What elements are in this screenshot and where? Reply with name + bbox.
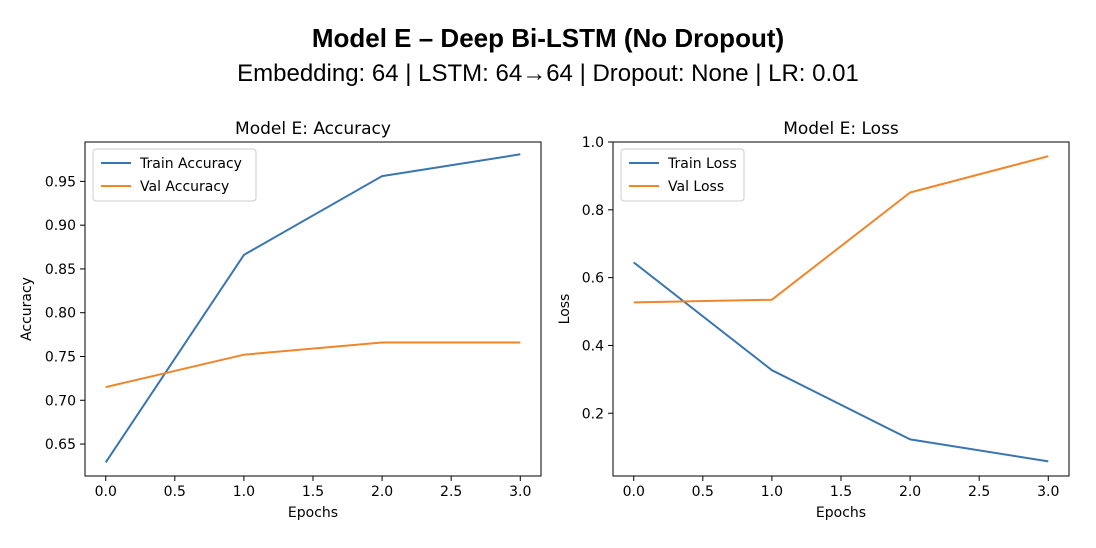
accuracy-series-train-line: [104, 153, 521, 463]
accuracy-x-tick-label: 0.0: [95, 484, 117, 500]
loss-x-axis-label: Epochs: [816, 505, 866, 521]
loss-y-tick-label: 0.8: [582, 203, 604, 219]
loss-y-axis-label: Loss: [557, 294, 573, 325]
loss-legend-label: Val Loss: [668, 179, 724, 195]
accuracy-series-val-line: [105, 341, 521, 389]
figure-subtitle: Embedding: 64 | LSTM: 64→64 | Dropout: N…: [237, 60, 859, 87]
accuracy-y-tick-label: 0.85: [45, 262, 76, 278]
accuracy-y-tick-label: 0.95: [45, 174, 76, 190]
accuracy-chart-title: Model E: Accuracy: [235, 119, 391, 139]
loss-x-tick-label: 2.5: [968, 484, 990, 500]
figure-title: Model E – Deep Bi-LSTM (No Dropout): [311, 23, 785, 53]
accuracy-x-axis-label: Epochs: [288, 505, 338, 521]
accuracy-y-tick-label: 0.75: [45, 349, 76, 365]
accuracy-x-tick-label: 2.0: [371, 484, 393, 500]
accuracy-x-tick-label: 0.5: [164, 484, 186, 500]
loss-series-val-line: [633, 155, 1049, 304]
loss-chart-title: Model E: Loss: [783, 119, 899, 139]
loss-x-tick-label: 3.0: [1037, 484, 1059, 500]
accuracy-y-tick-label: 0.90: [45, 218, 76, 234]
loss-y-tick-label: 0.4: [582, 338, 604, 354]
loss-x-tick-label: 1.5: [830, 484, 852, 500]
loss-y-tick-label: 1.0: [582, 135, 604, 151]
loss-y-tick-label: 0.2: [582, 406, 604, 422]
loss-x-tick-label: 0.5: [692, 484, 714, 500]
accuracy-x-tick-label: 3.0: [509, 484, 531, 500]
accuracy-y-axis-label: Accuracy: [19, 277, 35, 341]
accuracy-legend-box: [92, 148, 257, 202]
loss-x-tick-label: 2.0: [899, 484, 921, 500]
accuracy-y-tick-label: 0.70: [45, 393, 76, 409]
accuracy-x-tick-label: 1.0: [233, 484, 255, 500]
loss-series-train-line: [633, 261, 1049, 463]
loss-legend-label: Train Loss: [667, 156, 737, 172]
loss-y-tick-label: 0.6: [582, 271, 604, 287]
loss-x-tick-label: 1.0: [761, 484, 783, 500]
accuracy-y-tick-label: 0.65: [45, 437, 76, 453]
accuracy-y-tick-label: 0.80: [45, 306, 76, 322]
loss-x-tick-label: 0.0: [623, 484, 645, 500]
accuracy-legend-label: Val Accuracy: [140, 179, 229, 195]
accuracy-legend-label: Train Accuracy: [139, 156, 242, 172]
accuracy-x-tick-label: 1.5: [302, 484, 324, 500]
accuracy-x-tick-label: 2.5: [440, 484, 462, 500]
